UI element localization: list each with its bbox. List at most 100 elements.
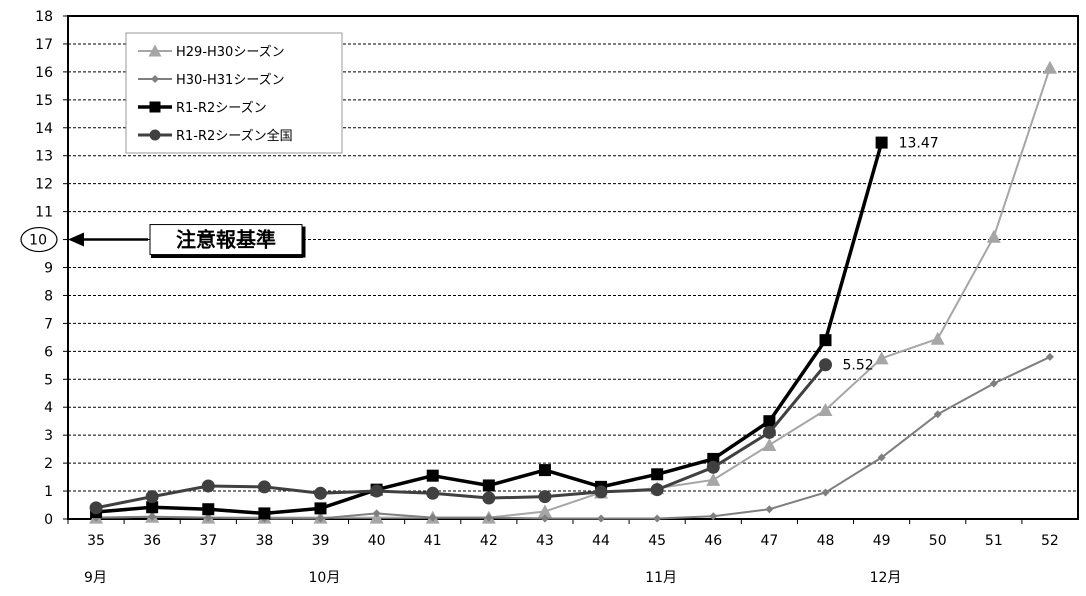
data-point <box>202 503 215 516</box>
y-tick-label: 11 <box>35 205 53 221</box>
month-label: 11月 <box>645 570 677 586</box>
data-point <box>370 484 384 498</box>
x-tick-label: 39 <box>312 533 330 549</box>
legend-label: H30-H31シーズン <box>176 72 285 88</box>
y-tick-label: 17 <box>35 37 53 53</box>
x-tick-label: 45 <box>648 533 666 549</box>
data-point <box>762 425 776 439</box>
legend-marker <box>149 101 161 113</box>
data-point <box>765 505 774 514</box>
series-line <box>96 356 1051 520</box>
data-point <box>819 334 832 347</box>
data-point <box>426 469 439 482</box>
legend-box <box>125 32 343 154</box>
y-tick-label: 10 <box>29 233 47 249</box>
legend-entry: H29-H30シーズン <box>138 44 285 60</box>
data-label: 5.52 <box>843 358 874 374</box>
threshold-label-box <box>149 224 303 256</box>
data-point <box>426 486 440 500</box>
data-point <box>874 351 889 365</box>
y-tick-label: 18 <box>35 9 53 25</box>
month-label: 10月 <box>309 570 341 586</box>
legend-label: H29-H30シーズン <box>176 44 285 60</box>
month-label: 9月 <box>84 570 107 586</box>
data-point <box>314 486 327 500</box>
y-tick-label: 9 <box>44 261 53 277</box>
y-tick-label: 8 <box>44 288 53 304</box>
x-tick-label: 37 <box>199 533 217 549</box>
data-point <box>930 331 945 345</box>
series-lines <box>89 60 1057 524</box>
x-tick-label: 46 <box>704 533 722 549</box>
y-tick-label: 3 <box>44 428 53 444</box>
y-tick-label: 7 <box>44 316 53 332</box>
data-point <box>933 410 942 419</box>
legend: H29-H30シーズン H30-H31シーズン R1-R2シーズン R1-R2シーズン… <box>125 32 343 154</box>
legend-entry: R1-R2シーズン <box>138 100 267 116</box>
data-point <box>428 513 437 522</box>
x-tick-label: 36 <box>143 533 161 549</box>
data-point <box>762 437 777 451</box>
data-point <box>594 485 608 499</box>
x-tick-label: 44 <box>592 533 610 549</box>
x-axis-ticks: 35 36 37 38 39 40 41 42 43 44 45 46 47 48 49 50 51 52 <box>67 519 1059 549</box>
x-tick-label: 51 <box>985 533 1003 549</box>
y-tick-label: 2 <box>44 456 53 472</box>
data-point <box>875 136 888 149</box>
y-tick-label: 4 <box>44 400 53 416</box>
data-point <box>146 501 159 514</box>
data-point <box>709 512 718 521</box>
data-point <box>537 504 552 518</box>
data-point <box>257 480 271 494</box>
month-labels: 9月 10月 11月 12月 <box>84 570 901 586</box>
legend-marker <box>149 129 161 141</box>
data-point <box>653 514 662 523</box>
data-labels: 13.47 5.52 <box>843 136 939 374</box>
x-tick-label: 42 <box>480 533 498 549</box>
x-tick-label: 48 <box>817 533 835 549</box>
data-point <box>650 483 664 497</box>
threshold-arrow-head <box>68 232 84 247</box>
threshold-annotation: 注意報基準 <box>68 224 306 259</box>
data-point <box>145 490 159 504</box>
series-1 <box>92 352 1054 523</box>
data-point <box>819 358 832 372</box>
data-point <box>314 502 327 515</box>
series-line <box>95 363 827 510</box>
data-point <box>204 513 213 522</box>
legend-marker <box>151 75 159 83</box>
data-point <box>482 479 495 492</box>
data-point <box>877 453 886 462</box>
data-point <box>986 229 1001 243</box>
data-point <box>1042 60 1057 74</box>
x-tick-label: 43 <box>536 533 554 549</box>
data-point <box>316 514 325 523</box>
data-point <box>148 512 157 521</box>
month-label: 12月 <box>870 570 902 586</box>
x-tick-label: 50 <box>929 533 947 549</box>
threshold-circle <box>20 226 58 253</box>
legend-marker <box>148 44 162 57</box>
x-tick-label: 47 <box>760 533 778 549</box>
data-point <box>706 472 721 486</box>
data-point <box>201 479 215 493</box>
data-point <box>89 501 103 515</box>
x-tick-label: 49 <box>873 533 891 549</box>
data-point <box>1045 352 1054 361</box>
y-tick-label: 0 <box>44 512 53 528</box>
x-tick-label: 38 <box>255 533 273 549</box>
y-tick-label: 6 <box>44 344 53 360</box>
legend-label: R1-R2シーズン全国 <box>176 128 293 144</box>
y-tick-label: 5 <box>44 372 53 388</box>
x-tick-label: 52 <box>1041 533 1059 549</box>
grid-lines <box>68 43 1078 492</box>
legend-label: R1-R2シーズン <box>176 100 267 116</box>
data-point <box>538 490 552 504</box>
legend-entry: R1-R2シーズン全国 <box>138 128 293 144</box>
data-point <box>818 403 833 417</box>
data-point <box>484 513 493 522</box>
y-tick-label: 13 <box>35 149 53 165</box>
data-point <box>538 464 551 477</box>
